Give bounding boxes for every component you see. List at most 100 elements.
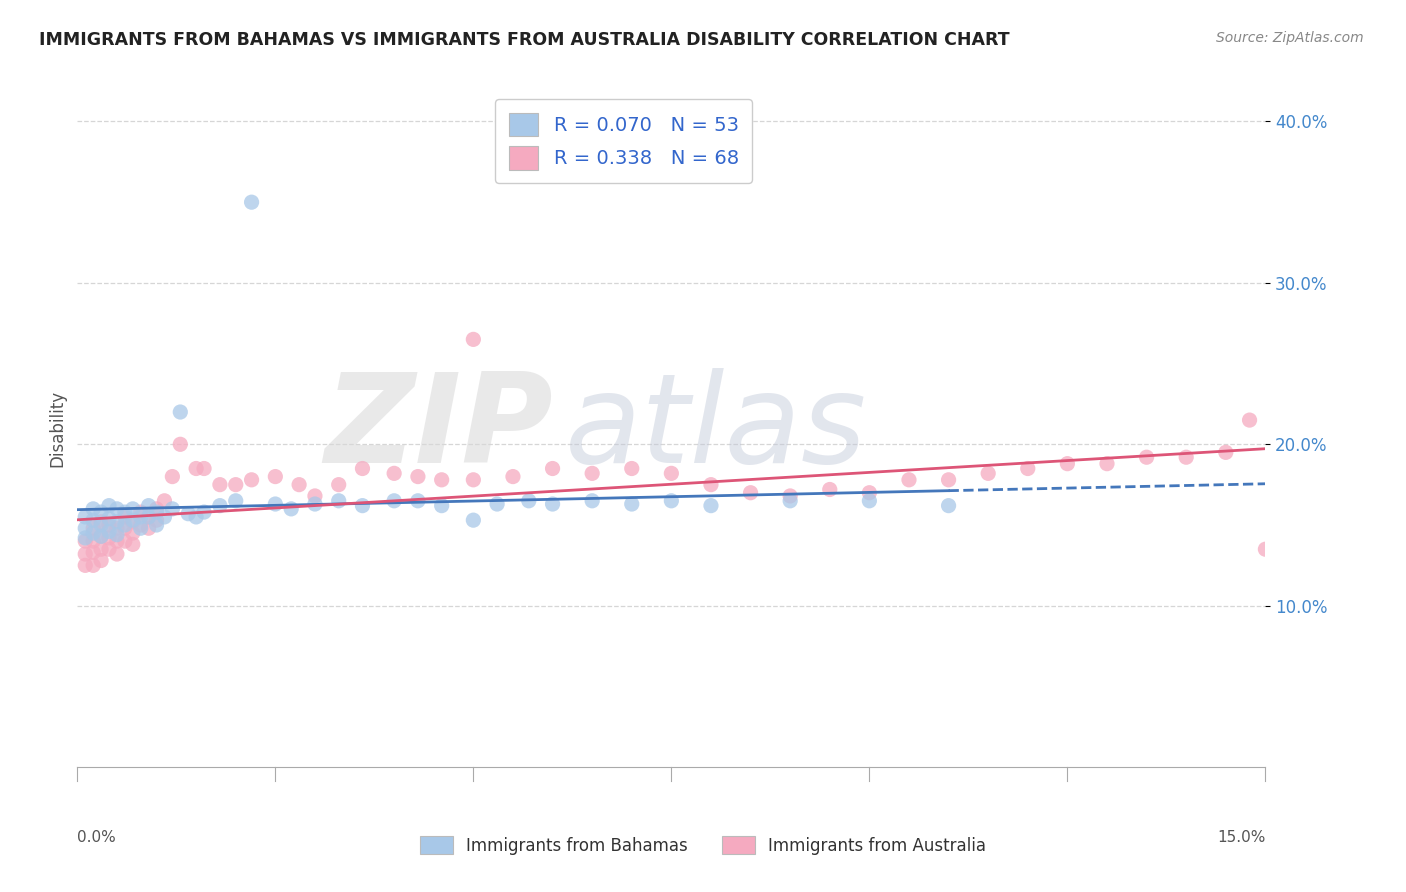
- Point: [486, 497, 509, 511]
- Text: Source: ZipAtlas.com: Source: ZipAtlas.com: [1216, 31, 1364, 45]
- Point: [75, 534, 97, 549]
- Point: [240, 473, 263, 487]
- Point: [1136, 450, 1159, 465]
- Point: [1017, 461, 1039, 475]
- Point: [98, 542, 121, 557]
- Point: [98, 511, 121, 525]
- Point: [162, 501, 184, 516]
- Point: [661, 467, 683, 481]
- Point: [75, 521, 97, 535]
- Point: [186, 461, 208, 475]
- Point: [430, 473, 453, 487]
- Point: [82, 558, 104, 573]
- Text: 15.0%: 15.0%: [1218, 830, 1265, 845]
- Point: [938, 499, 960, 513]
- Point: [502, 469, 524, 483]
- Point: [129, 505, 152, 519]
- Point: [1056, 457, 1078, 471]
- Y-axis label: Disability: Disability: [48, 390, 66, 467]
- Point: [430, 499, 453, 513]
- Point: [105, 501, 128, 516]
- Point: [105, 521, 128, 535]
- Point: [114, 521, 136, 535]
- Point: [740, 485, 762, 500]
- Text: atlas: atlas: [564, 368, 866, 489]
- Point: [82, 513, 104, 527]
- Point: [858, 485, 880, 500]
- Point: [581, 493, 603, 508]
- Point: [82, 534, 104, 549]
- Point: [129, 510, 152, 524]
- Point: [75, 547, 97, 561]
- Point: [145, 501, 167, 516]
- Point: [288, 477, 311, 491]
- Point: [162, 469, 184, 483]
- Point: [75, 531, 97, 545]
- Point: [121, 513, 143, 527]
- Point: [105, 527, 128, 541]
- Point: [352, 499, 374, 513]
- Point: [1215, 445, 1237, 459]
- Point: [138, 521, 160, 535]
- Legend: R = 0.070   N = 53, R = 0.338   N = 68: R = 0.070 N = 53, R = 0.338 N = 68: [495, 99, 752, 184]
- Point: [280, 501, 302, 516]
- Point: [541, 461, 564, 475]
- Point: [75, 558, 97, 573]
- Point: [114, 510, 136, 524]
- Point: [90, 542, 112, 557]
- Point: [352, 461, 374, 475]
- Point: [138, 510, 160, 524]
- Point: [90, 553, 112, 567]
- Point: [938, 473, 960, 487]
- Point: [208, 499, 231, 513]
- Point: [98, 518, 121, 533]
- Point: [98, 499, 121, 513]
- Point: [114, 505, 136, 519]
- Point: [90, 529, 112, 543]
- Point: [304, 489, 326, 503]
- Point: [90, 529, 112, 543]
- Point: [98, 524, 121, 539]
- Point: [225, 477, 247, 491]
- Point: [82, 501, 104, 516]
- Point: [328, 477, 350, 491]
- Point: [463, 513, 485, 527]
- Point: [208, 477, 231, 491]
- Point: [105, 547, 128, 561]
- Point: [129, 521, 152, 535]
- Point: [264, 469, 287, 483]
- Point: [90, 505, 112, 519]
- Point: [75, 510, 97, 524]
- Point: [153, 493, 176, 508]
- Point: [779, 493, 801, 508]
- Point: [193, 461, 215, 475]
- Point: [145, 513, 167, 527]
- Point: [98, 531, 121, 545]
- Point: [620, 461, 643, 475]
- Point: [121, 515, 143, 529]
- Point: [541, 497, 564, 511]
- Point: [264, 497, 287, 511]
- Point: [145, 505, 167, 519]
- Point: [121, 501, 143, 516]
- Point: [700, 499, 723, 513]
- Point: [463, 473, 485, 487]
- Point: [121, 526, 143, 541]
- Point: [406, 493, 429, 508]
- Point: [779, 489, 801, 503]
- Point: [661, 493, 683, 508]
- Point: [90, 518, 112, 533]
- Text: 0.0%: 0.0%: [77, 830, 117, 845]
- Point: [138, 499, 160, 513]
- Point: [1175, 450, 1198, 465]
- Point: [382, 467, 405, 481]
- Point: [328, 493, 350, 508]
- Point: [129, 518, 152, 533]
- Point: [114, 534, 136, 549]
- Point: [1239, 413, 1261, 427]
- Legend: Immigrants from Bahamas, Immigrants from Australia: Immigrants from Bahamas, Immigrants from…: [413, 830, 993, 862]
- Point: [121, 537, 143, 551]
- Point: [82, 521, 104, 535]
- Point: [620, 497, 643, 511]
- Text: IMMIGRANTS FROM BAHAMAS VS IMMIGRANTS FROM AUSTRALIA DISABILITY CORRELATION CHAR: IMMIGRANTS FROM BAHAMAS VS IMMIGRANTS FR…: [39, 31, 1010, 49]
